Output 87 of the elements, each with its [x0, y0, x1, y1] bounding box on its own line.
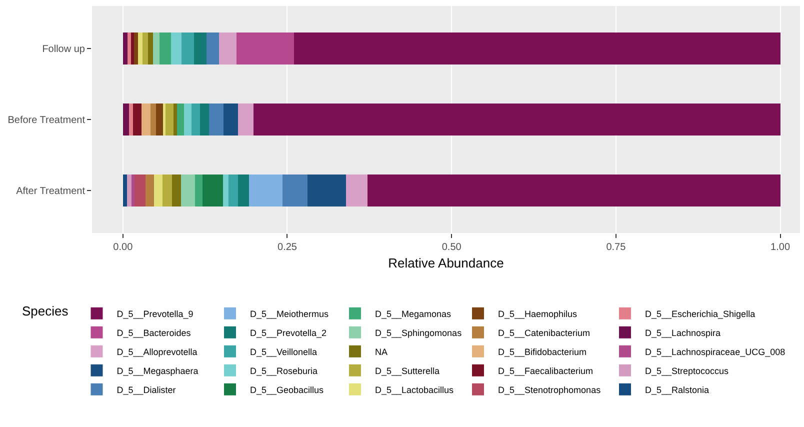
- legend-label: D_5__Bifidobacterium: [498, 346, 587, 357]
- y-tick-label: Before Treatment: [8, 115, 86, 126]
- legend-label: D_5__Sphingomonas: [375, 328, 462, 338]
- bar: [170, 32, 182, 65]
- legend-label: D_5__Bacteroides: [116, 328, 192, 338]
- legend-label: D_5__Prevotella_2: [250, 328, 327, 338]
- legend-label: D_5__Ralstonia: [645, 384, 710, 395]
- bar: [222, 174, 229, 206]
- legend-label: D_5__Prevotella_9: [116, 308, 194, 319]
- legend-label: D_5__Megamonas: [375, 308, 452, 319]
- bar: [122, 174, 127, 206]
- bar: [160, 32, 171, 65]
- bar: [122, 104, 129, 136]
- bar: [367, 174, 780, 206]
- bar: [134, 174, 146, 206]
- legend-label: D_5__Roseburia: [250, 366, 318, 376]
- bar: [195, 174, 202, 206]
- legend-label: D_5__Meiothermus: [250, 308, 330, 319]
- x-tick-label: 0.25: [278, 242, 298, 253]
- bar: [122, 32, 128, 65]
- bar: [131, 174, 135, 206]
- x-tick-label: 0.75: [606, 242, 626, 253]
- legend-label: D_5__Lachnospiraceae_UCG_008: [645, 346, 786, 357]
- legend-label: D_5__Megasphaera: [116, 366, 198, 376]
- bar: [294, 32, 780, 65]
- bar: [142, 32, 148, 65]
- bar: [346, 174, 368, 206]
- bar: [228, 174, 238, 206]
- legend-label: D_5__Escherichia_Shigella: [645, 308, 756, 319]
- legend-label: D_5__Faecalibacterium: [498, 366, 594, 376]
- bar: [150, 104, 156, 136]
- legend-label: D_5__Veillonella: [250, 346, 318, 357]
- bar: [202, 174, 223, 206]
- bar: [218, 32, 237, 65]
- legend-label: D_5__Haemophilus: [498, 308, 578, 319]
- bar: [176, 104, 184, 136]
- legend-label: D_5__Lactobacillus: [375, 384, 454, 395]
- bar: [180, 174, 196, 206]
- bar: [184, 104, 192, 136]
- legend-label: D_5__Alloprevotella: [116, 346, 198, 357]
- bar: [162, 174, 172, 206]
- legend-label: D_5__Catenibacterium: [498, 328, 590, 338]
- bar: [156, 104, 163, 136]
- bar: [148, 32, 154, 65]
- bar: [134, 32, 138, 65]
- bar: [130, 32, 134, 65]
- bar: [209, 104, 224, 136]
- bar: [128, 32, 131, 65]
- bar: [132, 104, 142, 136]
- legend-label: D_5__Geobacillus: [250, 384, 324, 395]
- bar: [163, 104, 166, 136]
- bar: [282, 174, 308, 206]
- bar: [154, 174, 162, 206]
- x-tick-label: 0.50: [442, 242, 462, 253]
- bar: [128, 104, 133, 136]
- legend-label: D_5__Dialister: [116, 384, 176, 395]
- bar: [200, 104, 210, 136]
- legend-label: D_5__Sutterella: [375, 366, 440, 376]
- y-tick-label: After Treatment: [16, 186, 86, 197]
- y-tick-label: Follow up: [42, 44, 86, 56]
- bar: [138, 32, 143, 65]
- bar: [181, 32, 194, 65]
- legend-label: D_5__Streptococcus: [645, 366, 730, 376]
- bar: [174, 104, 177, 136]
- bar: [254, 104, 780, 136]
- legend-label: NA: [375, 346, 388, 357]
- bar: [172, 174, 181, 206]
- bar: [126, 174, 132, 206]
- legend-label: D_5__Lachnospira: [645, 328, 721, 338]
- legend-title: Species: [22, 304, 69, 319]
- legend-label: D_5__Stenotrophomonas: [498, 384, 602, 395]
- bar: [238, 174, 250, 206]
- bar: [238, 104, 254, 136]
- x-tick-label: 0.00: [113, 242, 134, 253]
- bar: [249, 174, 283, 206]
- bar: [236, 32, 294, 65]
- bar: [145, 174, 154, 206]
- bar: [191, 104, 200, 136]
- bar: [194, 32, 206, 65]
- bar: [308, 174, 346, 206]
- bar: [223, 104, 238, 136]
- bar: [166, 104, 174, 136]
- bar: [206, 32, 219, 65]
- x-axis-title: Relative Abundance: [388, 256, 504, 271]
- x-tick-label: 1.00: [770, 242, 790, 253]
- bar: [153, 32, 160, 65]
- bar: [141, 104, 151, 136]
